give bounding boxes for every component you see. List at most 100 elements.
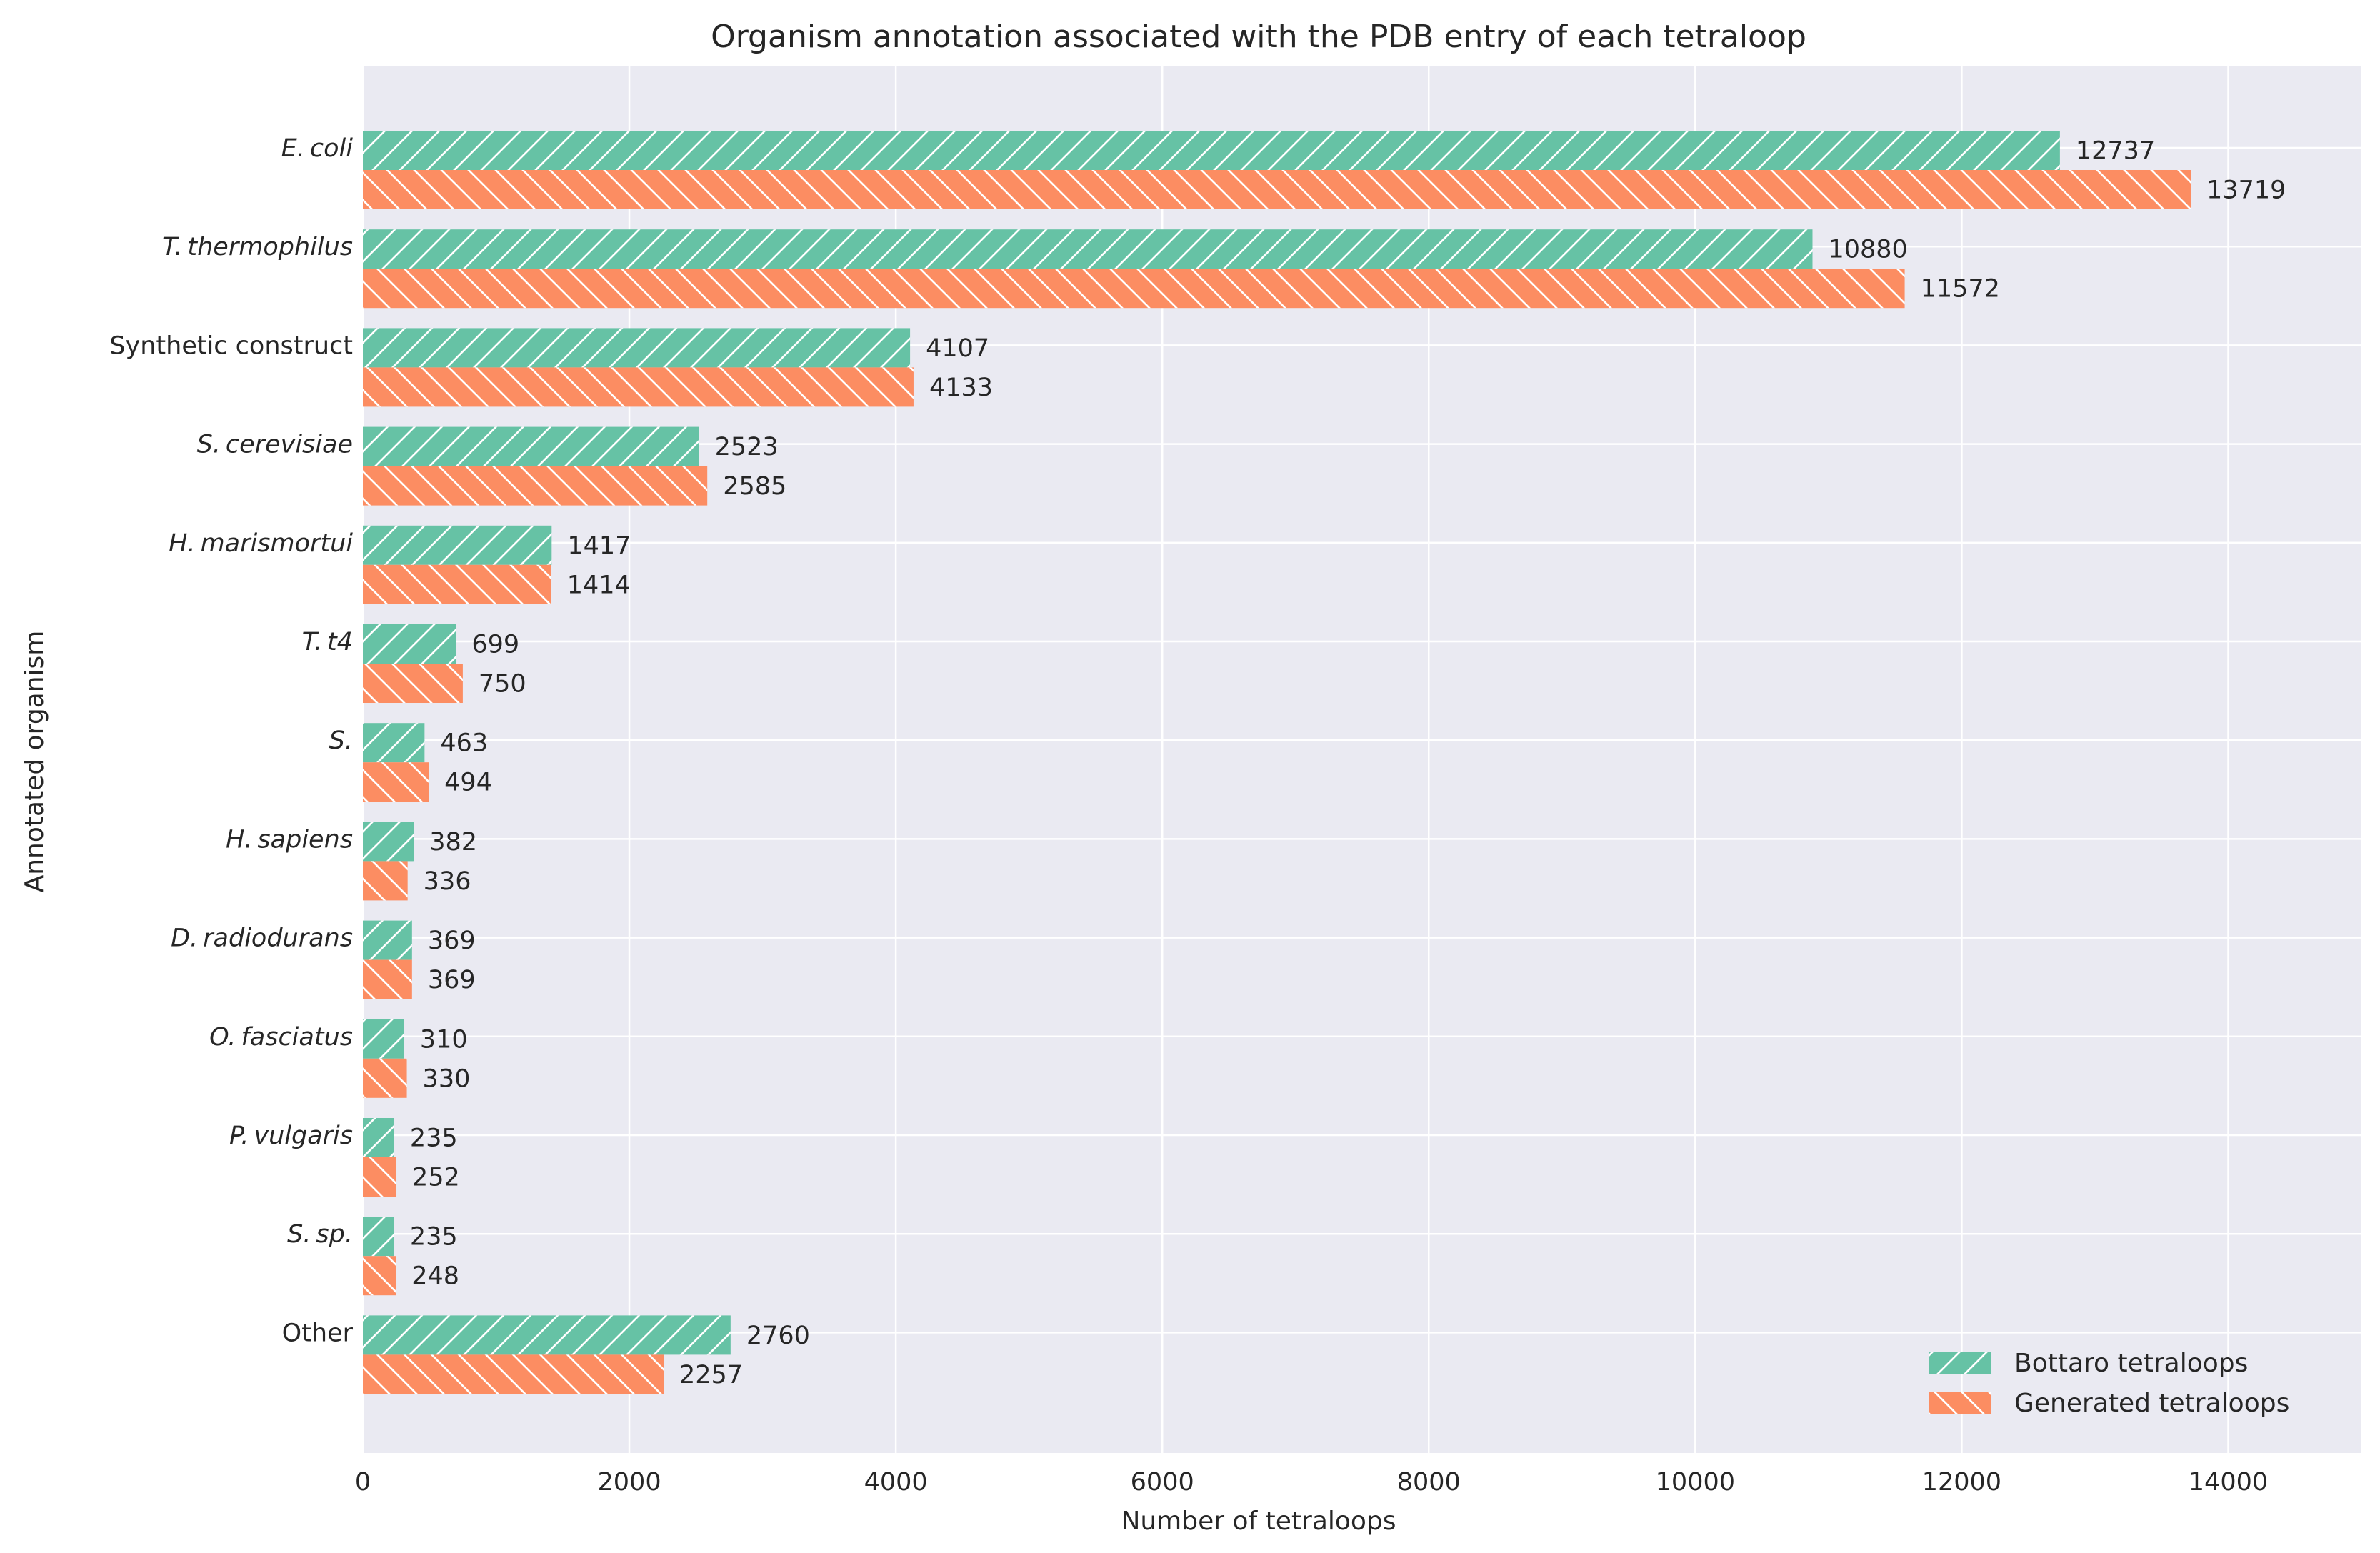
value-label: 369	[428, 966, 476, 994]
bar-hatch	[363, 269, 1905, 309]
bar-hatch	[363, 959, 412, 999]
category-prefix: D.	[171, 924, 198, 953]
bar-hatch	[363, 624, 456, 664]
value-label: 310	[420, 1025, 468, 1054]
category-label: S. cerevisiae	[197, 431, 353, 459]
bar-hatch	[363, 1157, 397, 1197]
bar-hatch	[363, 1019, 404, 1059]
value-label: 699	[471, 631, 519, 659]
bar-hatch	[363, 229, 1813, 269]
category-label: E. coli	[281, 134, 354, 163]
bar-hatch	[363, 170, 2191, 209]
category-label: O. fasciatus	[209, 1023, 353, 1052]
category-gap	[322, 628, 327, 656]
x-axis-title: Number of tetraloops	[1121, 1507, 1396, 1536]
legend: Bottaro tetraloops Generated tetraloops	[1929, 1349, 2289, 1418]
category-name: coli	[310, 134, 353, 163]
category-label: S. sp.	[287, 1220, 353, 1249]
category-name: cerevisiae	[226, 431, 353, 459]
value-label: 382	[429, 828, 477, 857]
legend-label-generated: Generated tetraloops	[2014, 1389, 2289, 1418]
bar-hatch	[363, 328, 911, 368]
bar-hatch	[363, 920, 412, 960]
category-name: sapiens	[257, 825, 353, 854]
x-tick-label: 14000	[2189, 1468, 2268, 1497]
category-gap	[305, 134, 310, 163]
category-gap	[221, 431, 226, 459]
bar-hatch	[363, 525, 552, 565]
category-prefix: H.	[226, 825, 252, 854]
x-tick-label: 0	[355, 1468, 371, 1497]
category-prefix: S.	[329, 726, 353, 755]
value-label: 12737	[2076, 137, 2155, 166]
bar-hatch	[363, 1354, 664, 1394]
bar-hatch	[363, 131, 2060, 170]
value-label: 13719	[2206, 176, 2286, 205]
category-gap	[198, 924, 203, 953]
category-prefix: T.	[162, 233, 182, 261]
category-gap	[182, 233, 187, 261]
value-label: 2585	[723, 472, 786, 501]
x-tick-label: 2000	[598, 1468, 661, 1497]
value-labels: 12737 10880 4107 2523 1417 699 463 382 369 310 235…	[410, 137, 2286, 1389]
value-label: 1417	[567, 531, 631, 560]
category-gap	[196, 529, 201, 558]
category-prefix: E.	[281, 134, 305, 163]
category-gap	[249, 1122, 254, 1150]
category-gap	[311, 1220, 316, 1249]
category-name: marismortui	[201, 529, 354, 558]
category-name: sp.	[316, 1220, 353, 1249]
bars	[363, 131, 2191, 1394]
bar-hatch	[363, 664, 463, 703]
category-prefix: P.	[229, 1122, 249, 1150]
x-tick-labels: 0 2000 4000 6000 8000 10000 12000 14000	[355, 1468, 2268, 1497]
value-label: 369	[428, 927, 476, 955]
category-labels: E. coli T. thermophilus Synthetic construc…	[109, 134, 353, 1347]
legend-swatch-hatch	[1929, 1352, 1991, 1374]
value-label: 10880	[1828, 236, 1907, 264]
category-label: H. marismortui	[169, 529, 353, 558]
value-label: 1414	[567, 571, 631, 599]
bar-hatch	[363, 1256, 396, 1296]
x-tick-label: 12000	[1922, 1468, 2001, 1497]
bar-hatch	[363, 723, 425, 763]
value-label: 494	[444, 769, 492, 797]
value-label: 11572	[1921, 275, 2000, 304]
value-label: 4107	[926, 334, 989, 363]
category-label: S.	[329, 726, 353, 755]
category-label: Other	[282, 1319, 354, 1347]
value-label: 2523	[715, 433, 779, 461]
value-label: 235	[410, 1223, 458, 1252]
bar-hatch	[363, 367, 914, 407]
x-tick-label: 8000	[1397, 1468, 1461, 1497]
legend-label-bottaro: Bottaro tetraloops	[2014, 1349, 2248, 1378]
value-label: 463	[440, 729, 488, 758]
category-label: H. sapiens	[226, 825, 353, 854]
value-label: 2760	[746, 1322, 810, 1350]
value-label: 4133	[929, 374, 993, 402]
bar-hatch	[363, 822, 414, 862]
category-prefix: O.	[209, 1023, 236, 1052]
category-name: radiodurans	[203, 924, 353, 953]
category-label: Synthetic construct	[109, 331, 353, 360]
value-label: 330	[423, 1064, 471, 1093]
category-prefix: S.	[197, 431, 221, 459]
category-name: t4	[327, 628, 353, 656]
category-label: T. thermophilus	[162, 233, 353, 261]
bar-hatch	[363, 1315, 731, 1355]
category-label: P. vulgaris	[229, 1122, 353, 1150]
value-label: 248	[411, 1262, 459, 1291]
category-prefix: H.	[169, 529, 195, 558]
bar-hatch	[363, 1058, 407, 1098]
category-prefix: S.	[287, 1220, 311, 1249]
value-label: 336	[424, 867, 471, 896]
bar-hatch	[363, 564, 551, 604]
chart-title: Organism annotation associated with the …	[711, 19, 1806, 55]
category-label: T. t4	[302, 628, 353, 656]
bar-hatch	[363, 1217, 394, 1257]
bar-hatch	[363, 762, 429, 802]
x-tick-label: 4000	[864, 1468, 928, 1497]
category-name: thermophilus	[187, 233, 353, 261]
category-label: D. radiodurans	[171, 924, 353, 953]
